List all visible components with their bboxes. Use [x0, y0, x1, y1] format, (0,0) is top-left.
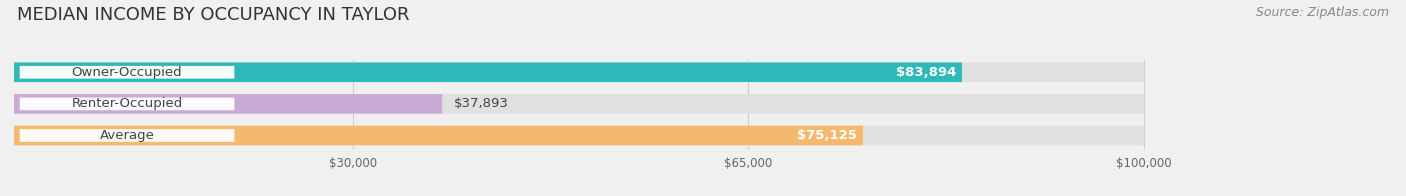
FancyBboxPatch shape [14, 126, 1144, 145]
Text: MEDIAN INCOME BY OCCUPANCY IN TAYLOR: MEDIAN INCOME BY OCCUPANCY IN TAYLOR [17, 6, 409, 24]
Text: Owner-Occupied: Owner-Occupied [72, 66, 183, 79]
Text: Source: ZipAtlas.com: Source: ZipAtlas.com [1256, 6, 1389, 19]
FancyBboxPatch shape [14, 94, 1144, 114]
Text: $83,894: $83,894 [896, 66, 956, 79]
FancyBboxPatch shape [20, 129, 235, 142]
FancyBboxPatch shape [14, 63, 1144, 82]
FancyBboxPatch shape [20, 66, 235, 79]
FancyBboxPatch shape [14, 126, 863, 145]
FancyBboxPatch shape [14, 94, 441, 114]
Text: $37,893: $37,893 [454, 97, 509, 110]
FancyBboxPatch shape [20, 97, 235, 110]
Text: Renter-Occupied: Renter-Occupied [72, 97, 183, 110]
FancyBboxPatch shape [14, 63, 962, 82]
Text: Average: Average [100, 129, 155, 142]
Text: $75,125: $75,125 [797, 129, 858, 142]
